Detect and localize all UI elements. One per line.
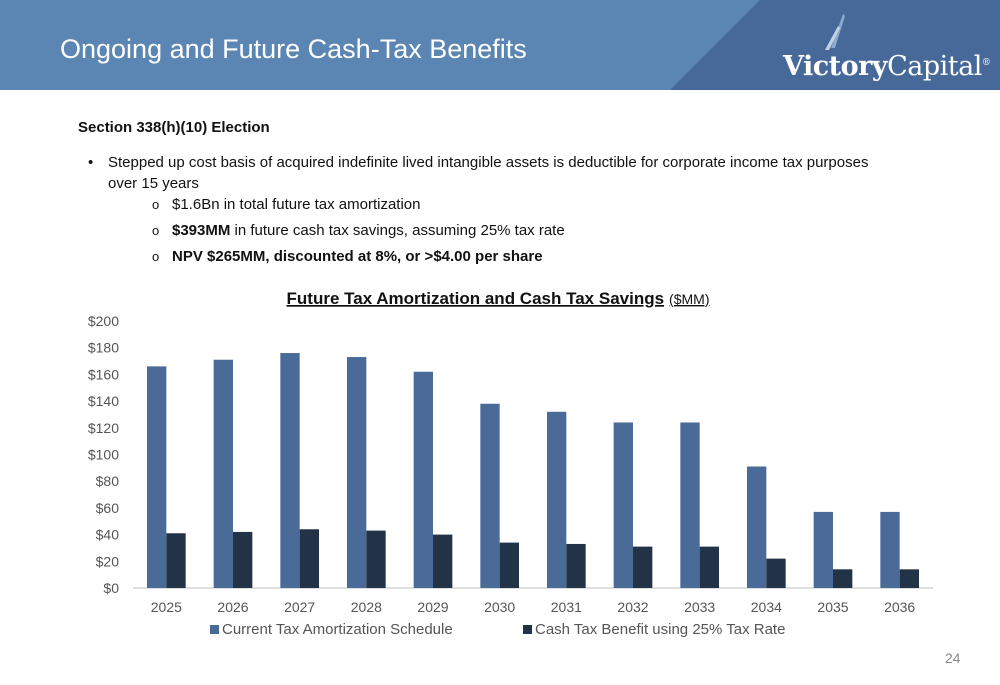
y-tick-label: $20 (96, 553, 120, 569)
page-number: 24 (945, 650, 961, 666)
bar-cash-tax-benefit (633, 546, 653, 588)
tax-amortization-chart: Future Tax Amortization and Cash Tax Sav… (88, 289, 933, 638)
y-tick-label: $160 (88, 366, 119, 382)
legend-label: Cash Tax Benefit using 25% Tax Rate (535, 621, 785, 638)
y-tick-label: $180 (88, 340, 119, 356)
bar-cash-tax-benefit (433, 534, 453, 588)
bar-cash-tax-benefit (833, 569, 853, 588)
sub-bullet-text: $393MM in future cash tax savings, assum… (172, 222, 565, 239)
x-tick-label: 2032 (617, 599, 648, 615)
x-axis: 2025 2026 2027 2028 2029 2030 2031 2032 2033 2034… (133, 587, 933, 615)
y-tick-label: $80 (96, 473, 120, 489)
sub-bullet-bold: $393MM (172, 222, 231, 239)
slide-title: Ongoing and Future Cash-Tax Benefits (60, 34, 527, 64)
bar-cash-tax-benefit (566, 543, 586, 588)
chart-title-unit: ($MM) (669, 291, 709, 307)
y-axis: $0 $20 $40 $60 $80 $100 $120 $140 $160 $180 $200 (88, 313, 119, 596)
bar-amortization (747, 466, 767, 588)
x-tick-label: 2033 (684, 599, 715, 615)
sub-bullet-symbol: o (152, 249, 160, 264)
chart-title: Future Tax Amortization and Cash Tax Sav… (287, 289, 710, 308)
y-tick-label: $120 (88, 420, 119, 436)
bar-amortization (213, 359, 233, 588)
bar-cash-tax-benefit (299, 529, 319, 588)
sub-bullet-text: NPV $265MM, discounted at 8%, or >$4.00 … (172, 248, 543, 265)
x-tick-label: 2030 (484, 599, 515, 615)
logo-text-bold: Victory (783, 51, 888, 82)
logo-text-light: Capital (887, 51, 982, 82)
bullet-symbol: • (88, 154, 94, 171)
y-tick-label: $0 (103, 580, 119, 596)
bar-amortization (280, 353, 300, 588)
logo-wordmark: VictoryCapital® (783, 51, 991, 82)
bar-amortization (813, 511, 833, 588)
y-tick-label: $140 (88, 393, 119, 409)
sub-bullet-symbol: o (152, 223, 160, 238)
legend-swatch (210, 625, 219, 634)
bar-amortization (680, 422, 700, 588)
bar-amortization (147, 366, 167, 588)
bar-amortization (480, 403, 500, 588)
bar-group (147, 353, 919, 588)
bar-cash-tax-benefit (499, 542, 519, 588)
bar-amortization (613, 422, 633, 588)
bar-cash-tax-benefit (766, 558, 786, 588)
chart-legend: Current Tax Amortization Schedule Cash Ta… (210, 621, 785, 638)
logo-stripes-icon (825, 14, 845, 50)
y-tick-label: $100 (88, 447, 119, 463)
legend-swatch (523, 625, 532, 634)
x-tick-label: 2036 (884, 599, 915, 615)
x-tick-label: 2028 (351, 599, 382, 615)
sub-bullet-plain: $1.6Bn in total future tax amortization (172, 196, 421, 213)
bar-amortization (547, 411, 567, 588)
y-tick-label: $60 (96, 500, 120, 516)
sub-bullet-symbol: o (152, 197, 160, 212)
bar-amortization (347, 357, 367, 588)
bar-amortization (413, 371, 433, 588)
x-tick-label: 2029 (417, 599, 448, 615)
header-band: Ongoing and Future Cash-Tax Benefits Vic… (0, 0, 1000, 90)
bar-cash-tax-benefit (699, 546, 719, 588)
main-bullet-text: Stepped up cost basis of acquired indefi… (108, 154, 869, 192)
sub-bullet-plain: in future cash tax savings, assuming 25%… (230, 222, 565, 239)
x-tick-label: 2034 (751, 599, 782, 615)
victory-capital-logo: VictoryCapital® (783, 12, 991, 82)
x-tick-label: 2031 (551, 599, 582, 615)
y-tick-label: $200 (88, 313, 119, 329)
chart-title-main: Future Tax Amortization and Cash Tax Sav… (287, 289, 665, 308)
y-tick-label: $40 (96, 527, 120, 543)
x-tick-label: 2025 (151, 599, 182, 615)
bar-amortization (880, 511, 900, 588)
bar-cash-tax-benefit (366, 530, 386, 588)
bar-cash-tax-benefit (166, 533, 186, 588)
sub-bullet-text: $1.6Bn in total future tax amortization (172, 196, 420, 213)
bar-cash-tax-benefit (899, 569, 919, 588)
x-tick-label: 2027 (284, 599, 315, 615)
x-tick-label: 2035 (817, 599, 848, 615)
legend-label: Current Tax Amortization Schedule (222, 621, 453, 638)
logo-registered-mark: ® (981, 58, 991, 68)
bar-cash-tax-benefit (233, 531, 253, 588)
x-tick-label: 2026 (217, 599, 248, 615)
section-heading: Section 338(h)(10) Election (78, 119, 270, 136)
sub-bullet-bold: NPV $265MM, discounted at 8%, or >$4.00 … (172, 248, 543, 265)
